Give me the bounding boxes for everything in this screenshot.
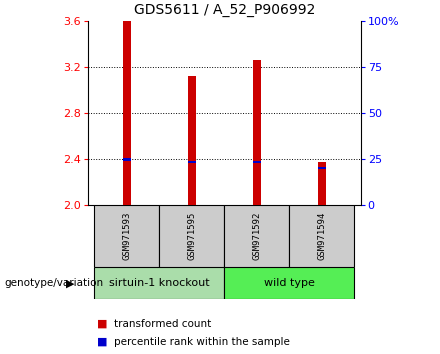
- Bar: [123, 158, 131, 161]
- Text: sirtuin-1 knockout: sirtuin-1 knockout: [109, 278, 210, 288]
- Bar: [224, 205, 290, 267]
- Bar: [318, 167, 326, 169]
- Bar: [188, 161, 196, 164]
- Bar: [123, 21, 131, 205]
- Bar: [95, 267, 224, 299]
- Text: wild type: wild type: [264, 278, 315, 288]
- Bar: [318, 161, 326, 205]
- Text: ■: ■: [97, 319, 107, 329]
- Text: ▶: ▶: [66, 278, 74, 288]
- Text: ■: ■: [97, 337, 107, 347]
- Bar: [159, 205, 224, 267]
- Text: GSM971593: GSM971593: [122, 212, 132, 261]
- Bar: [253, 61, 261, 205]
- Bar: [188, 76, 196, 205]
- Bar: [253, 161, 261, 164]
- Text: GSM971594: GSM971594: [317, 212, 326, 261]
- Title: GDS5611 / A_52_P906992: GDS5611 / A_52_P906992: [134, 4, 315, 17]
- Bar: [95, 205, 159, 267]
- Bar: [290, 205, 354, 267]
- Text: GSM971595: GSM971595: [187, 212, 196, 261]
- Bar: [224, 267, 354, 299]
- Text: genotype/variation: genotype/variation: [4, 278, 103, 288]
- Text: transformed count: transformed count: [114, 319, 212, 329]
- Text: percentile rank within the sample: percentile rank within the sample: [114, 337, 290, 347]
- Text: GSM971592: GSM971592: [253, 212, 261, 261]
